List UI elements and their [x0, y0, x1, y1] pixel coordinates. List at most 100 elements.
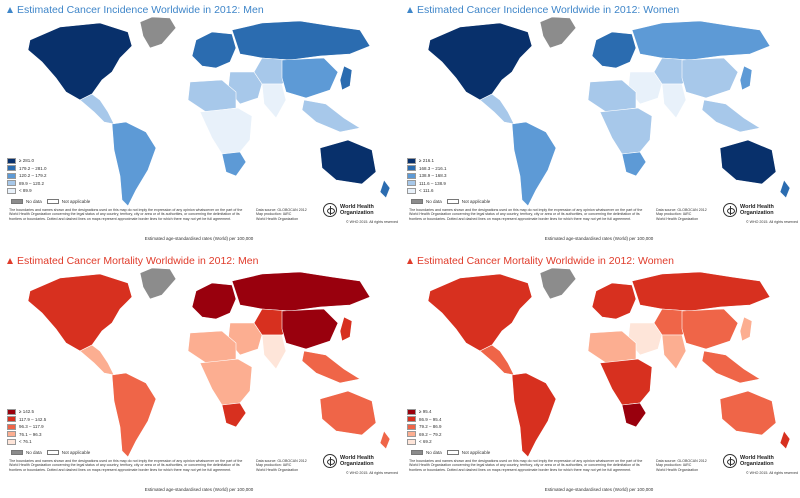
no-data-swatch: [11, 450, 23, 455]
region-japan: [339, 65, 353, 91]
legend-item: 76.1 – 96.3: [7, 431, 87, 438]
legend-label: 89.9 – 120.2: [19, 180, 45, 186]
legend-label: 117.9 – 142.5: [19, 416, 47, 422]
source-text: Data source: GLOBOCAN 2012 Map productio…: [656, 208, 718, 221]
copyright: © WHO 2015. All rights reserved: [346, 471, 398, 475]
no-data-swatch: [411, 199, 423, 204]
map-panel-incidence-men: Estimated Cancer Incidence Worldwide in …: [0, 0, 398, 247]
region-japan: [739, 65, 753, 91]
legend: ≥ 216.1 168.3 – 216.1 138.9 – 168.3 111.…: [407, 157, 487, 195]
source-text: Data source: GLOBOCAN 2012 Map productio…: [656, 459, 718, 472]
region-mexico: [479, 93, 515, 125]
legend-item: ≥ 281.0: [7, 157, 87, 164]
no-data-label: No data: [26, 199, 42, 204]
legend: ≥ 281.0 179.2 – 281.0 120.2 – 179.2 89.9…: [7, 157, 87, 195]
region-se-asia: [701, 350, 761, 384]
who-name: World Health Organization: [740, 455, 774, 467]
legend-label: 138.9 – 168.3: [419, 173, 447, 178]
legend-swatch: [7, 408, 16, 415]
region-north-america: [27, 22, 133, 101]
not-applicable-label: Not applicable: [461, 450, 491, 455]
no-data-key: No data: [11, 199, 42, 204]
legend-item: 79.2 – 86.9: [407, 423, 487, 430]
legend-swatch: [407, 187, 416, 194]
who-name-line: Organization: [740, 461, 774, 467]
legend-extra: No data Not applicable: [411, 199, 490, 204]
copyright: © WHO 2015. All rights reserved: [746, 471, 798, 475]
map-panel-incidence-women: Estimated Cancer Incidence Worldwide in …: [400, 0, 798, 247]
legend-item: 86.9 – 95.4: [407, 416, 487, 423]
region-greenland: [539, 16, 577, 49]
panel-title: Estimated Cancer Mortality Worldwide in …: [7, 255, 258, 267]
source-line: Data source: GLOBOCAN 2012: [256, 459, 307, 463]
legend-extra: No data Not applicable: [11, 450, 90, 455]
who-name-line: World Health: [740, 455, 774, 461]
region-australia: [719, 390, 777, 436]
region-new-zealand: [779, 430, 791, 450]
who-logo: World Health Organization: [323, 203, 374, 217]
region-africa: [199, 107, 253, 155]
legend-swatch: [7, 180, 16, 186]
who-logo: World Health Organization: [723, 203, 774, 217]
panel-title-text: Estimated Cancer Mortality Worldwide in …: [17, 255, 259, 267]
panel-title: Estimated Cancer Incidence Worldwide in …: [407, 4, 679, 16]
not-applicable-key: Not applicable: [46, 199, 90, 204]
legend-item: 111.6 – 138.9: [407, 180, 487, 187]
disclaimer-text: The boundaries and names shown and the d…: [409, 208, 643, 221]
legend-label: ≥ 95.4: [419, 409, 432, 414]
legend-label: 86.9 – 95.4: [419, 416, 442, 422]
legend-item: 168.3 – 216.1: [407, 165, 487, 172]
world-map: [27, 16, 391, 207]
who-name-line: Organization: [340, 210, 374, 216]
panel-title-text: Estimated Cancer Incidence Worldwide in …: [17, 4, 264, 16]
legend-swatch: [407, 438, 416, 445]
panel-title: Estimated Cancer Mortality Worldwide in …: [407, 255, 674, 267]
legend-item: < 111.6: [407, 187, 487, 194]
region-australia: [319, 139, 377, 185]
legend-swatch: [7, 423, 16, 430]
who-emblem-icon: [323, 454, 337, 468]
who-emblem-icon: [723, 203, 737, 217]
map-caption: Estimated age-standardised rates (World)…: [144, 236, 254, 241]
not-applicable-key: Not applicable: [46, 450, 91, 455]
region-new-zealand: [379, 430, 391, 450]
who-logo: World Health Organization: [323, 454, 374, 468]
legend-item: ≥ 216.1: [407, 157, 487, 164]
who-emblem-icon: [323, 203, 337, 217]
no-data-key: No data: [11, 450, 42, 455]
region-greenland: [139, 16, 177, 49]
region-russia: [631, 20, 771, 61]
map-caption: Estimated age-standardised rates (World)…: [544, 487, 654, 492]
region-africa: [599, 358, 653, 406]
legend-label: 79.2 – 86.9: [419, 424, 442, 429]
not-applicable-swatch: [46, 450, 59, 455]
not-applicable-label: Not applicable: [61, 450, 91, 455]
world-map: [427, 16, 791, 207]
disclaimer-text: The boundaries and names shown and the d…: [9, 459, 243, 472]
legend-item: < 76.1: [7, 438, 87, 445]
source-line: Data source: GLOBOCAN 2012: [656, 459, 707, 463]
region-mexico: [79, 344, 115, 376]
map-caption: Estimated age-standardised rates (World)…: [544, 236, 654, 241]
who-logo: World Health Organization: [723, 454, 774, 468]
legend-swatch: [407, 157, 416, 164]
triangle-icon: [407, 258, 413, 264]
not-applicable-key: Not applicable: [446, 199, 490, 204]
no-data-key: No data: [411, 450, 442, 455]
region-north-america: [27, 273, 133, 352]
source-line: World Health Organization: [256, 467, 299, 472]
who-emblem-icon: [723, 454, 737, 468]
region-south-africa: [221, 151, 247, 177]
legend-label: 168.3 – 216.1: [419, 165, 447, 171]
region-new-zealand: [779, 179, 791, 199]
triangle-icon: [407, 7, 413, 13]
who-name: World Health Organization: [740, 204, 774, 216]
who-name-line: World Health: [340, 455, 374, 461]
region-new-zealand: [379, 179, 391, 199]
legend-item: < 69.2: [407, 438, 487, 445]
region-india: [261, 334, 287, 370]
legend-label: ≥ 142.5: [19, 409, 34, 414]
legend-item: < 89.9: [7, 187, 87, 194]
region-mexico: [79, 93, 115, 125]
legend-label: 120.2 – 179.2: [19, 173, 47, 178]
